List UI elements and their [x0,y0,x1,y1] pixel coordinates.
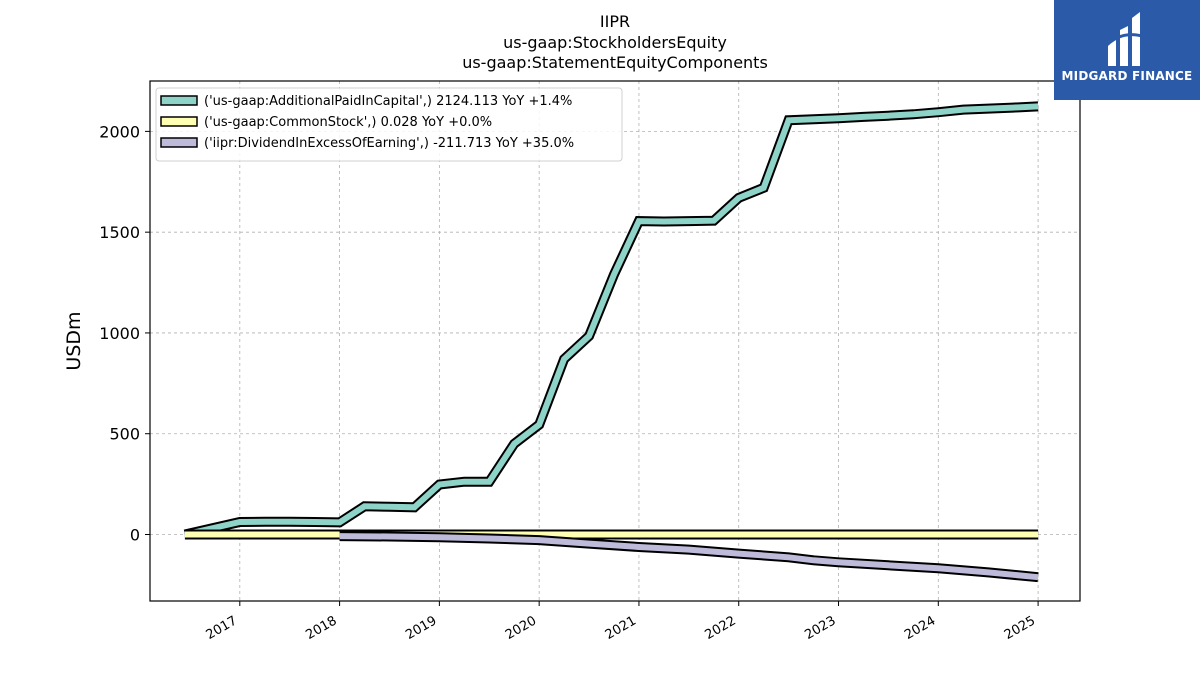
x-tick-label: 2023 [802,613,838,643]
series-line [184,103,1039,538]
legend-entry: ('iipr:DividendInExcessOfEarning',) -211… [204,136,574,151]
legend-swatch [160,116,198,127]
legend-swatch [160,95,198,106]
x-tick-label: 2025 [1002,613,1038,643]
y-tick-label: 1000 [99,324,140,343]
logo-text: MIDGARD FINANCE [1061,69,1193,83]
legend-box [155,87,623,162]
x-tick-label: 2017 [204,613,240,643]
series-line-outline [339,531,1039,583]
x-tick-label: 2020 [503,613,539,643]
plot-frame [149,80,1081,602]
x-axis: 2017 2018 2019 2020 2021 2022 2023 2024 2025 [204,601,1039,643]
x-tick-label: 2024 [902,613,938,643]
x-tick-label: 2018 [303,613,339,643]
y-tick-label: 0 [130,525,140,544]
x-tick-label: 2021 [603,613,639,643]
logo-mark-icon [1102,12,1149,66]
y-axis: 0 500 1000 1500 2000 [99,122,150,544]
legend-entry: ('us-gaap:CommonStock',) 0.028 YoY +0.0% [204,115,492,130]
legend-swatch [160,137,198,148]
title-line-2: us-gaap:StockholdersEquity [503,33,727,52]
series-line [339,533,1039,581]
legend-entry: ('us-gaap:AdditionalPaidInCapital',) 212… [204,94,572,109]
x-tick-label: 2022 [703,613,739,643]
series-layer [183,101,1039,583]
brand-logo: MIDGARD FINANCE [1054,0,1200,100]
series-line-outline [183,101,1039,540]
chart-title: IIPR us-gaap:StockholdersEquity us-gaap:… [462,12,768,72]
title-line-3: us-gaap:StatementEquityComponents [462,53,768,72]
legend: ('us-gaap:AdditionalPaidInCapital',) 212… [155,87,623,162]
title-line-1: IIPR [600,12,630,31]
y-axis-label: USDm [63,311,85,370]
y-tick-label: 500 [109,425,140,444]
y-tick-label: 1500 [99,223,140,242]
x-tick-label: 2019 [403,613,439,643]
y-tick-label: 2000 [99,122,140,141]
